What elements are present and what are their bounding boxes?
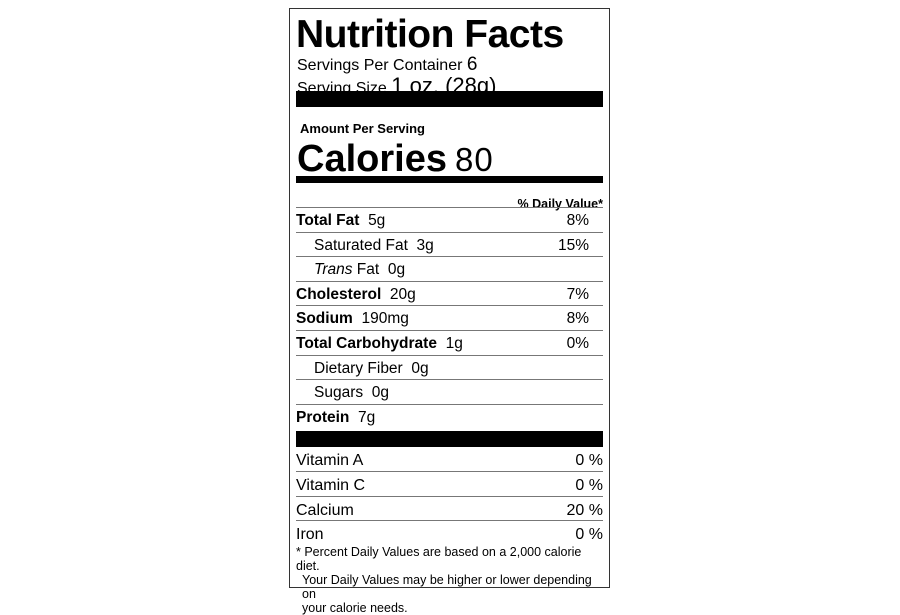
- nutrient-name: Cholesterol: [296, 285, 382, 303]
- servings-value: 6: [466, 54, 478, 75]
- nutrient-amount: 7g: [358, 408, 376, 426]
- nutrient-row: Total Fat 5g 8%: [296, 207, 603, 233]
- nutrient-amount: 0g: [387, 261, 406, 279]
- calories-label: Calories: [297, 138, 447, 180]
- nutrient-amount: 5g: [368, 212, 386, 229]
- nutrient-amount: 1g: [445, 335, 463, 352]
- nutrient-daily-value: 0%: [566, 335, 589, 352]
- nutrient-name: Total Fat: [296, 212, 360, 229]
- vitamin-daily-value: 0 %: [575, 477, 603, 495]
- thick-divider: [296, 431, 603, 447]
- nutrient-row: Saturated Fat 3g 15%: [296, 231, 603, 258]
- vitamin-daily-value: 0 %: [575, 452, 603, 469]
- nutrient-row: Cholesterol 20g 7%: [296, 280, 603, 307]
- vitamin-daily-value: 0 %: [575, 525, 603, 543]
- nutrient-row: Total Carbohydrate 1g 0%: [296, 330, 603, 356]
- nutrient-row: Sodium 190mg 8%: [296, 305, 603, 331]
- nutrient-row: Dietary Fiber 0g: [296, 354, 603, 381]
- vitamin-row: Vitamin C 0 %: [296, 471, 603, 496]
- medium-divider: [296, 176, 603, 183]
- vitamin-row: Iron 0 %: [296, 519, 603, 545]
- nutrition-facts-label: Nutrition Facts Servings Per Container 6…: [289, 8, 610, 615]
- vitamin-row: Calcium 20 %: [296, 495, 603, 521]
- nutrient-name: Total Carbohydrate: [296, 335, 437, 352]
- calories: Calories 80: [297, 136, 494, 183]
- vitamin-name: Vitamin A: [296, 452, 364, 469]
- vitamin-daily-value: 20 %: [566, 501, 603, 519]
- vitamin-name: Calcium: [296, 501, 354, 519]
- calories-value: 80: [454, 141, 494, 178]
- nutrient-amount: 190mg: [361, 310, 409, 328]
- thick-divider: [296, 91, 603, 107]
- nutrient-row: Sugars 0g: [296, 379, 603, 405]
- nutrient-name: Dietary Fiber: [314, 359, 403, 377]
- nutrient-name: Protein: [296, 408, 350, 426]
- label-title: Nutrition Facts: [296, 13, 564, 56]
- footnote-line: Your Daily Values may be higher or lower…: [302, 573, 592, 601]
- nutrient-amount: 0g: [411, 359, 429, 377]
- vitamin-name: Iron: [296, 525, 324, 543]
- nutrient-amount: 0g: [371, 384, 389, 402]
- vitamin-row: Vitamin A 0 %: [296, 447, 603, 471]
- nutrient-name-italic: Trans: [314, 261, 353, 279]
- footnote-line: * Percent Daily Values are based on a 2,…: [296, 545, 582, 573]
- nutrient-row: Trans Fat 0g: [296, 256, 603, 282]
- amount-per-serving: Amount Per Serving: [300, 121, 425, 136]
- nutrient-daily-value: 8%: [566, 212, 589, 229]
- nutrient-daily-value: 8%: [566, 310, 589, 328]
- nutrient-amount: 3g: [416, 236, 434, 254]
- nutrient-name: Sugars: [314, 384, 364, 402]
- nutrient-amount: 20g: [389, 285, 416, 303]
- nutrient-row: Protein 7g: [296, 403, 603, 430]
- vitamin-name: Vitamin C: [296, 477, 366, 495]
- footnote-line: your calorie needs.: [302, 601, 408, 615]
- nutrient-name: Saturated Fat: [314, 236, 408, 254]
- servings-label: Servings Per Container: [297, 57, 463, 74]
- servings-per-container: Servings Per Container 6: [297, 55, 477, 76]
- footnote: * Percent Daily Values are based on a 2,…: [296, 545, 603, 615]
- nutrient-name: Fat: [356, 261, 380, 279]
- nutrient-daily-value: 15%: [557, 236, 589, 254]
- nutrient-daily-value: 7%: [566, 285, 589, 303]
- nutrient-name: Sodium: [296, 310, 353, 328]
